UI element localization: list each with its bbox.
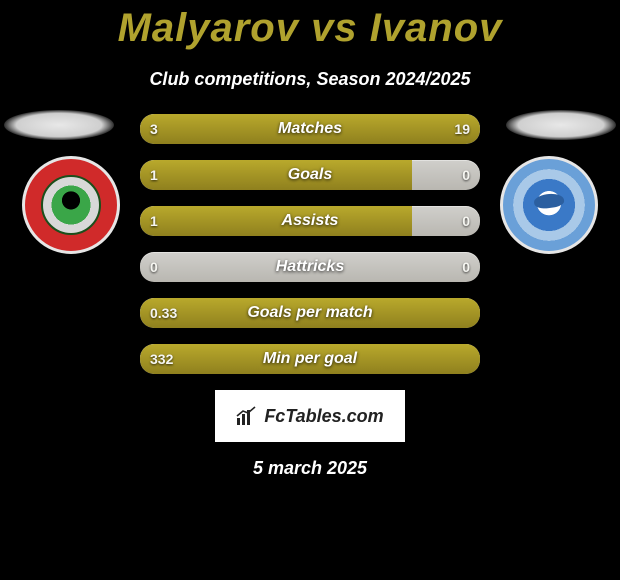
stat-row-matches: 3 Matches 19 [140,114,480,144]
chart-icon [236,406,258,426]
stat-label: Matches [140,114,480,144]
page-subtitle: Club competitions, Season 2024/2025 [0,69,620,90]
stat-value-right [460,344,480,374]
stat-row-assists: 1 Assists 0 [140,206,480,236]
stat-value-right: 0 [452,206,480,236]
stat-label: Hattricks [140,252,480,282]
stat-row-min-per-goal: 332 Min per goal [140,344,480,374]
page-title: Malyarov vs Ivanov [0,0,620,51]
stat-value-right: 19 [444,114,480,144]
stat-row-goals: 1 Goals 0 [140,160,480,190]
watermark: FcTables.com [215,390,405,442]
stat-row-goals-per-match: 0.33 Goals per match [140,298,480,328]
stat-value-right [460,298,480,328]
halo-left [4,110,114,140]
stat-label: Assists [140,206,480,236]
stat-bars: 3 Matches 19 1 Goals 0 1 Assists 0 0 Hat… [140,114,480,374]
stat-value-right: 0 [452,160,480,190]
watermark-text: FcTables.com [264,406,383,427]
stat-row-hattricks: 0 Hattricks 0 [140,252,480,282]
stat-label: Goals [140,160,480,190]
team-crest-right [500,156,598,254]
stat-value-right: 0 [452,252,480,282]
stat-label: Goals per match [140,298,480,328]
halo-right [506,110,616,140]
stat-label: Min per goal [140,344,480,374]
team-crest-left [22,156,120,254]
footer-date: 5 march 2025 [0,458,620,479]
comparison-panel: 3 Matches 19 1 Goals 0 1 Assists 0 0 Hat… [0,114,620,374]
